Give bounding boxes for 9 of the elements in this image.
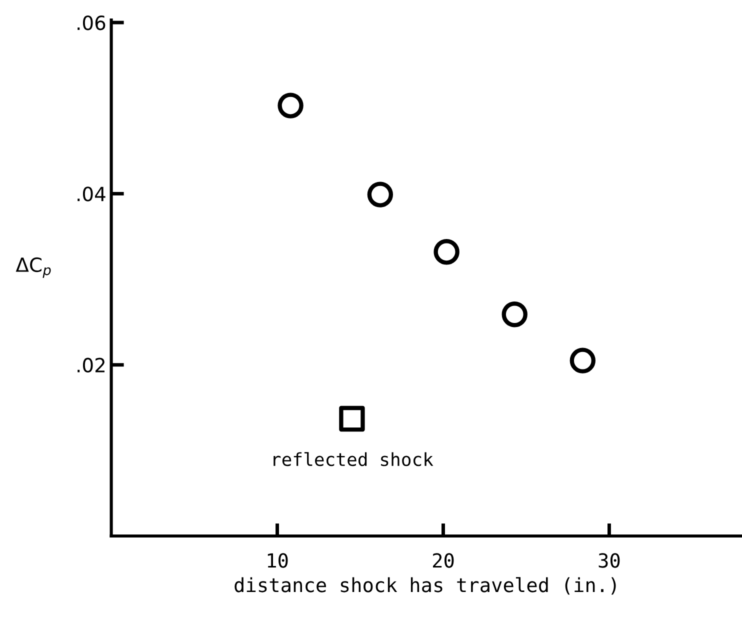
y-tick-label: .02 bbox=[78, 358, 104, 373]
series-label: reflected shock bbox=[274, 452, 434, 466]
y-tick-label: .04 bbox=[78, 186, 106, 202]
y-tick-label: .06 bbox=[78, 15, 106, 30]
x-tick-label: 30 bbox=[598, 553, 620, 568]
x-tick-label: 10 bbox=[268, 553, 288, 568]
y-axis-title: ΔC$_{p}$ bbox=[16, 257, 51, 278]
x-axis-title: distance shock has traveled (in.) bbox=[234, 577, 616, 595]
x-tick-label: 20 bbox=[432, 553, 454, 568]
